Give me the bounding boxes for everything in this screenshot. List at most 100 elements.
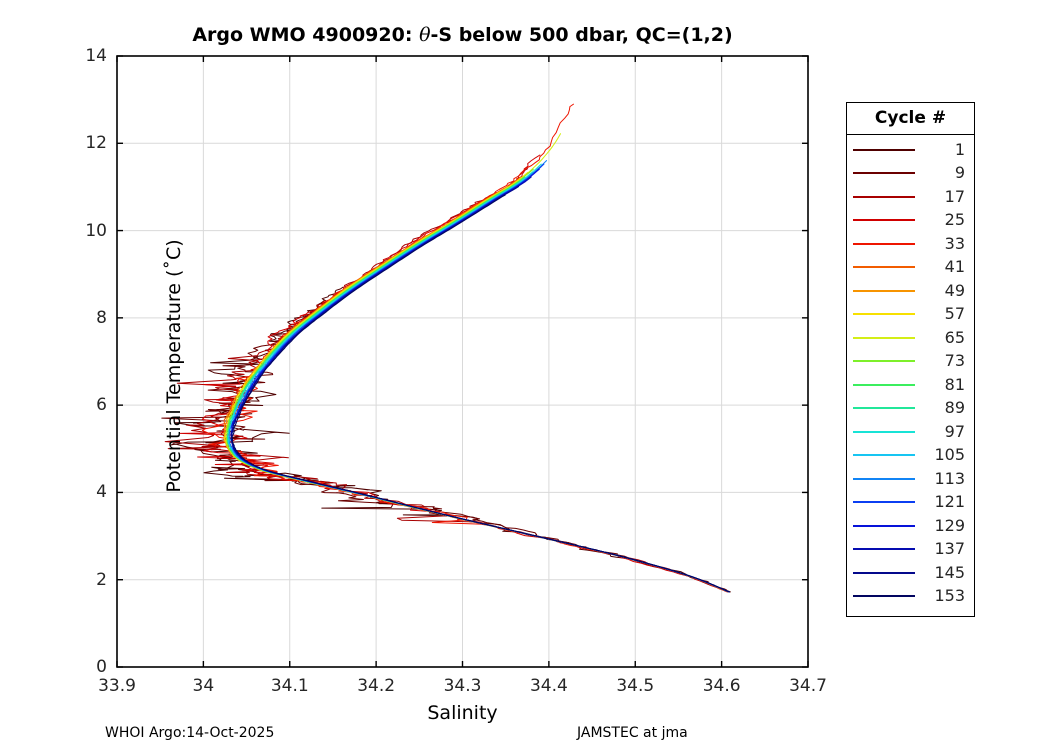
legend-item-33[interactable]: 33 [847, 232, 974, 256]
legend-item-113[interactable]: 113 [847, 467, 974, 491]
legend-label-57: 57 [944, 304, 965, 324]
legend-label-49: 49 [944, 280, 965, 300]
legend-swatch-129 [853, 524, 915, 527]
legend-swatch-57 [853, 313, 915, 316]
x-tick-34.4: 34.4 [529, 676, 568, 696]
cycle-curve-81 [226, 176, 730, 593]
y-tick-6: 6 [96, 395, 107, 416]
x-tick-34.5: 34.5 [616, 676, 655, 696]
cycle-curve-49 [223, 186, 730, 593]
axes-frame [116, 55, 809, 668]
legend-swatch-81 [853, 383, 915, 386]
y-tick-4: 4 [96, 482, 107, 503]
legend-label-25: 25 [944, 210, 965, 230]
data-curves [161, 103, 731, 593]
legend-swatch-89 [853, 407, 915, 410]
x-tick-34.7: 34.7 [789, 676, 827, 696]
legend-item-25[interactable]: 25 [847, 209, 974, 233]
legend-label-145: 145 [934, 562, 965, 582]
legend-item-97[interactable]: 97 [847, 420, 974, 444]
cycle-curve-41 [223, 176, 729, 593]
legend-item-129[interactable]: 129 [847, 514, 974, 538]
x-tick-34.3: 34.3 [443, 676, 482, 696]
footnote-right: JAMSTEC at jma [577, 725, 688, 741]
legend-swatch-137 [853, 548, 915, 551]
legend-label-89: 89 [944, 398, 965, 418]
legend-swatch-97 [853, 430, 915, 433]
legend-swatch-121 [853, 501, 915, 504]
legend-swatch-65 [853, 336, 915, 339]
legend-item-121[interactable]: 121 [847, 491, 974, 515]
y-tick-10: 10 [85, 220, 107, 241]
x-axis-label: Salinity [427, 702, 498, 724]
cycle-curve-73 [226, 168, 730, 593]
legend-swatch-105 [853, 454, 915, 457]
footnote-left: WHOI Argo:14-Oct-2025 [105, 725, 275, 741]
legend-item-49[interactable]: 49 [847, 279, 974, 303]
legend-swatch-33 [853, 242, 915, 245]
legend-swatch-153 [853, 595, 915, 598]
gridlines [117, 56, 808, 667]
legend-swatch-41 [853, 266, 915, 269]
legend-swatch-49 [853, 289, 915, 292]
cycle-curve-153 [231, 194, 731, 593]
cycle-curve-105 [227, 171, 730, 593]
cycle-curve-9 [161, 299, 730, 593]
legend-label-33: 33 [944, 233, 965, 253]
cycle-curve-121 [230, 163, 730, 593]
legend-item-153[interactable]: 153 [847, 585, 974, 609]
x-tick-34: 34 [192, 676, 215, 696]
legend-label-105: 105 [934, 445, 965, 465]
legend-swatch-113 [853, 477, 915, 480]
theta-symbol: θ [419, 24, 431, 46]
legend-item-57[interactable]: 57 [847, 303, 974, 327]
legend-item-1[interactable]: 1 [847, 138, 974, 162]
legend-label-97: 97 [944, 421, 965, 441]
x-tick-33.9: 33.9 [98, 676, 136, 696]
y-tick-0: 0 [96, 657, 107, 677]
legend-label-41: 41 [944, 257, 965, 277]
legend-item-81[interactable]: 81 [847, 373, 974, 397]
legend-item-89[interactable]: 89 [847, 397, 974, 421]
legend-swatch-17 [853, 195, 915, 198]
cycle-curve-129 [230, 168, 730, 593]
legend-label-1: 1 [954, 139, 965, 159]
legend-item-145[interactable]: 145 [847, 561, 974, 585]
cycle-curve-97 [228, 163, 730, 593]
legend-item-105[interactable]: 105 [847, 444, 974, 468]
legend-item-41[interactable]: 41 [847, 256, 974, 280]
legend-item-list: 1 9 17 25 33 41 49 57 65 73 81 89 97 105 113 121 129 137 1… [847, 135, 974, 608]
legend: Cycle # 1 9 17 25 33 41 49 57 65 73 81 89 97 105 113 12… [846, 102, 975, 617]
legend-label-73: 73 [944, 351, 965, 371]
chart-title-suffix: -S below 500 dbar, QC=(1,2) [430, 24, 733, 46]
legend-label-9: 9 [954, 163, 965, 183]
legend-item-137[interactable]: 137 [847, 538, 974, 562]
legend-label-17: 17 [944, 186, 965, 206]
legend-item-73[interactable]: 73 [847, 350, 974, 374]
legend-label-113: 113 [934, 468, 965, 488]
y-axis-label: Potential Temperature (˚C) [163, 239, 185, 493]
legend-swatch-9 [853, 172, 915, 175]
legend-label-153: 153 [934, 586, 965, 606]
x-tick-34.1: 34.1 [270, 676, 309, 696]
legend-item-9[interactable]: 9 [847, 162, 974, 186]
legend-item-17[interactable]: 17 [847, 185, 974, 209]
chart-title-prefix: Argo WMO 4900920: [192, 24, 420, 46]
y-tick-8: 8 [96, 307, 107, 328]
legend-item-65[interactable]: 65 [847, 326, 974, 350]
legend-label-129: 129 [934, 515, 965, 535]
legend-title: Cycle # [847, 103, 974, 135]
chart-title: Argo WMO 4900920: θ-S below 500 dbar, QC… [117, 24, 808, 46]
y-tick-14: 14 [85, 46, 107, 66]
y-tick-12: 12 [85, 133, 107, 154]
x-tick-34.2: 34.2 [357, 676, 396, 696]
legend-swatch-145 [853, 571, 915, 574]
x-tick-34.6: 34.6 [702, 676, 741, 696]
y-tick-2: 2 [96, 569, 107, 590]
legend-label-65: 65 [944, 327, 965, 347]
cycle-curve-57 [223, 171, 730, 593]
legend-label-121: 121 [934, 492, 965, 512]
cycle-curve-145 [230, 186, 730, 593]
